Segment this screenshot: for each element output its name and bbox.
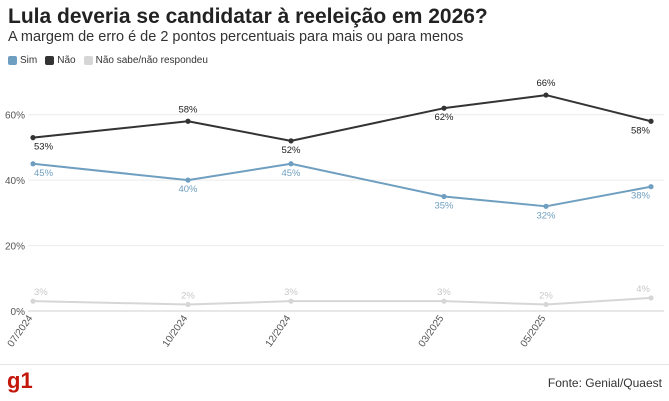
data-label: 32% bbox=[536, 210, 556, 221]
y-tick-label: 0% bbox=[11, 307, 26, 318]
legend: Sim Não Não sabe/não respondeu bbox=[8, 55, 208, 66]
data-point bbox=[185, 177, 191, 183]
data-label: 3% bbox=[437, 287, 451, 298]
data-label: 2% bbox=[181, 290, 195, 301]
data-point bbox=[648, 184, 654, 190]
data-label: 35% bbox=[434, 201, 454, 212]
data-point bbox=[30, 298, 36, 304]
data-label: 4% bbox=[636, 284, 650, 295]
data-point bbox=[288, 138, 294, 144]
data-point bbox=[288, 161, 294, 167]
data-point bbox=[441, 105, 447, 111]
x-tick-label: 05/2025 bbox=[519, 313, 549, 349]
data-label: 2% bbox=[539, 290, 553, 301]
data-point bbox=[441, 193, 447, 200]
data-point bbox=[288, 298, 294, 304]
line-chart: 0% 20% 40% 60% 07/2024 10/2024 12/2024 03/2025 0… bbox=[5, 78, 664, 349]
data-point bbox=[185, 118, 191, 124]
series-line-1 bbox=[32, 94, 652, 142]
legend-swatch-nao-sabe bbox=[83, 56, 93, 65]
data-label: 53% bbox=[34, 142, 54, 153]
data-label: 58% bbox=[631, 125, 651, 136]
legend-swatch-sim bbox=[8, 56, 17, 65]
data-point bbox=[648, 295, 654, 301]
x-tick-label: 07/2024 bbox=[6, 313, 36, 349]
data-point bbox=[30, 161, 36, 167]
data-point bbox=[30, 135, 36, 141]
source-credit: Fonte: Genial/Quaest bbox=[547, 376, 662, 390]
y-tick-label: 60% bbox=[5, 111, 25, 122]
series-line-2 bbox=[32, 296, 652, 306]
x-tick-label: 10/2024 bbox=[161, 313, 191, 349]
footer-divider bbox=[0, 364, 669, 365]
data-point bbox=[543, 301, 549, 308]
legend-label-nao-sabe: Não sabe/não respondeu bbox=[95, 55, 208, 66]
data-point bbox=[441, 298, 447, 304]
legend-label-sim: Sim bbox=[20, 55, 38, 66]
data-point bbox=[648, 118, 654, 124]
data-point bbox=[543, 92, 549, 98]
data-label: 45% bbox=[281, 168, 301, 179]
data-label: 66% bbox=[536, 78, 556, 89]
series-line-0 bbox=[32, 162, 652, 208]
data-point bbox=[185, 301, 191, 308]
data-label: 58% bbox=[178, 104, 198, 115]
x-tick-label: 03/2025 bbox=[417, 313, 447, 349]
data-label: 38% bbox=[631, 191, 651, 202]
data-label: 45% bbox=[34, 168, 54, 179]
legend-label-nao: Não bbox=[57, 55, 76, 66]
legend-item-nao: Não bbox=[45, 55, 76, 66]
chart-title: Lula deveria se candidatar à reeleição e… bbox=[8, 5, 488, 28]
g1-logo: g1 bbox=[7, 368, 33, 393]
data-label: 62% bbox=[434, 112, 454, 123]
data-label: 40% bbox=[178, 184, 198, 195]
legend-item-nao-sabe: Não sabe/não respondeu bbox=[83, 55, 208, 66]
legend-swatch-nao bbox=[45, 56, 55, 65]
data-label: 3% bbox=[34, 287, 48, 298]
chart-subtitle: A margem de erro é de 2 pontos percentua… bbox=[8, 29, 464, 45]
y-tick-label: 40% bbox=[5, 176, 25, 187]
data-point bbox=[543, 203, 549, 209]
data-label: 52% bbox=[281, 145, 301, 156]
legend-item-sim: Sim bbox=[8, 55, 37, 66]
data-label: 3% bbox=[284, 287, 298, 298]
y-tick-label: 20% bbox=[5, 242, 25, 253]
x-tick-label: 12/2024 bbox=[264, 313, 294, 349]
